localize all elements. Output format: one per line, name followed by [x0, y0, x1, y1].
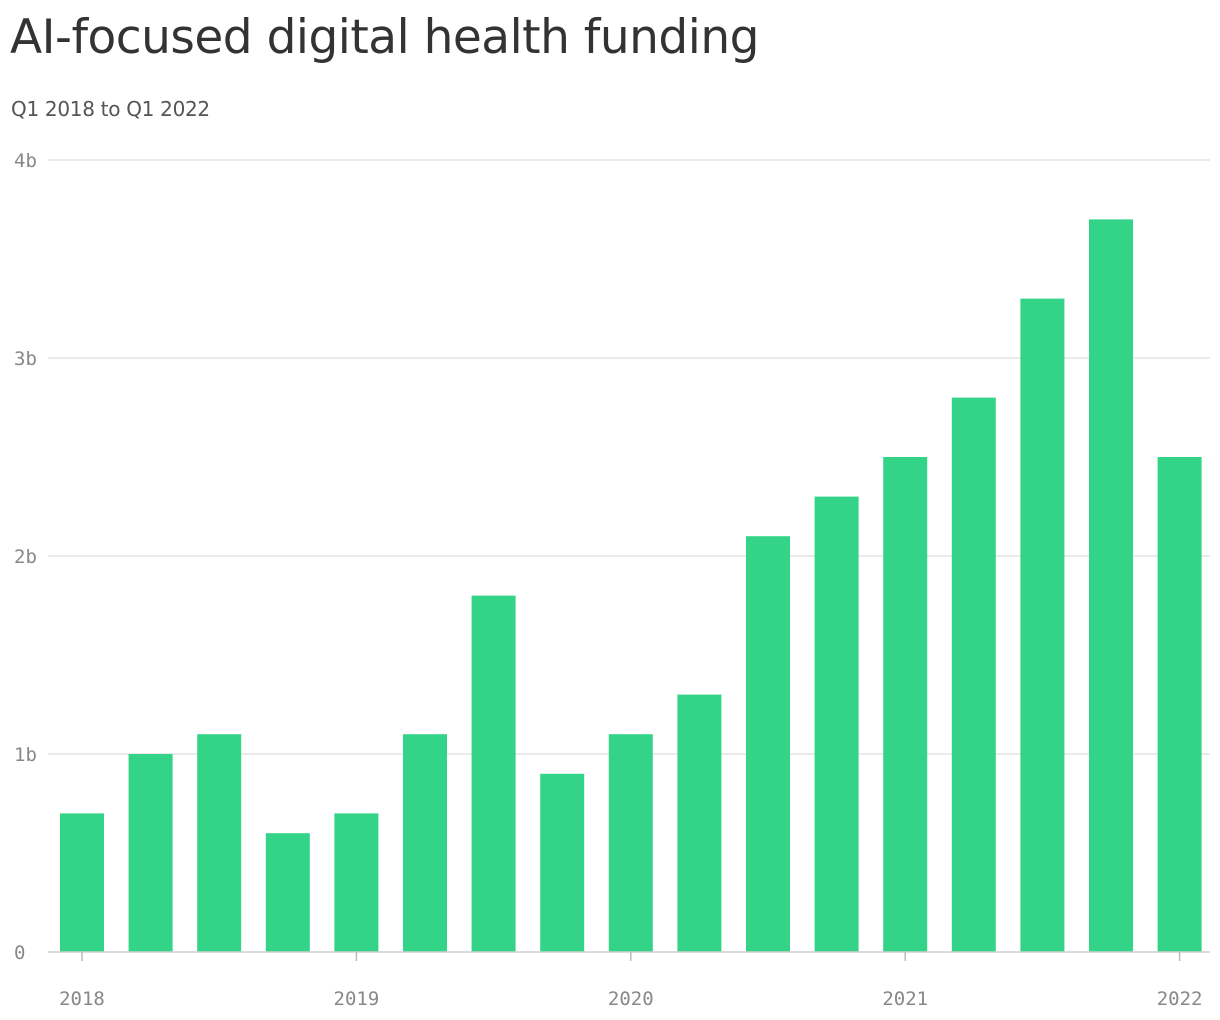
bar-q3-2020 — [746, 536, 790, 952]
bar-q4-2018 — [265, 833, 310, 952]
bar-q2-2020 — [677, 694, 722, 952]
y-tick-label: 2b — [14, 546, 37, 568]
bar-q2-2019 — [403, 734, 447, 952]
chart-title: AI-focused digital health funding — [10, 10, 759, 65]
bar-q3-2018 — [197, 734, 242, 952]
bar-q1-2022 — [1157, 457, 1202, 952]
x-tick-label: 2018 — [59, 988, 105, 1010]
x-tick-label: 2019 — [334, 988, 380, 1010]
bars — [60, 219, 1202, 953]
bar-q2-2018 — [128, 754, 173, 952]
y-axis-ticks: 0 1b 2b 3b 4b — [14, 150, 37, 964]
chart-subtitle: Q1 2018 to Q1 2022 — [11, 97, 210, 121]
bar-q1-2021 — [883, 457, 928, 952]
bar-q4-2021 — [1089, 219, 1133, 952]
bar-q3-2021 — [1020, 298, 1065, 953]
x-tick-label: 2022 — [1157, 988, 1203, 1010]
y-tick-label: 0 — [14, 942, 25, 964]
bar-q1-2018 — [60, 813, 104, 952]
bar-q1-2019 — [334, 813, 379, 952]
y-tick-label: 4b — [14, 150, 37, 172]
x-tick-label: 2021 — [882, 988, 928, 1010]
bar-q4-2019 — [540, 773, 585, 952]
x-axis-ticks: 2018 2019 2020 2021 2022 — [59, 952, 1202, 1010]
y-tick-label: 1b — [14, 744, 37, 766]
bar-q1-2020 — [608, 734, 653, 952]
y-tick-label: 3b — [14, 348, 37, 370]
bar-q4-2020 — [814, 496, 859, 952]
bar-q3-2019 — [471, 595, 516, 952]
x-tick-label: 2020 — [608, 988, 654, 1010]
bar-q2-2021 — [951, 397, 996, 953]
